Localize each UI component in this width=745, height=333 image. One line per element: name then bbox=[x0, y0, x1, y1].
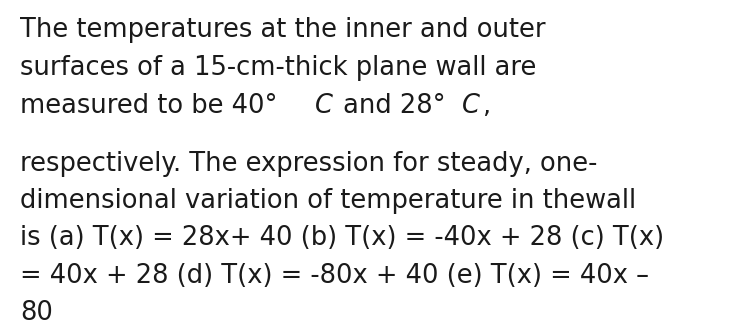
Text: ,: , bbox=[483, 93, 490, 119]
Text: respectively. The expression for steady, one-: respectively. The expression for steady,… bbox=[20, 151, 597, 176]
Text: C: C bbox=[314, 93, 332, 119]
Text: is (a) T(x) = 28x+ 40 (b) T(x) = -40x + 28 (c) T(x): is (a) T(x) = 28x+ 40 (b) T(x) = -40x + … bbox=[20, 225, 664, 251]
Text: The temperatures at the inner and outer: The temperatures at the inner and outer bbox=[20, 17, 545, 43]
Text: 80: 80 bbox=[20, 300, 53, 326]
Text: = 40x + 28 (d) T(x) = -80x + 40 (e) T(x) = 40x –: = 40x + 28 (d) T(x) = -80x + 40 (e) T(x)… bbox=[20, 263, 649, 289]
Text: dimensional variation of temperature in thewall: dimensional variation of temperature in … bbox=[20, 188, 636, 214]
Text: measured to be 40°: measured to be 40° bbox=[20, 93, 277, 119]
Text: C: C bbox=[462, 93, 480, 119]
Text: and 28°: and 28° bbox=[335, 93, 446, 119]
Text: surfaces of a 15-cm-thick plane wall are: surfaces of a 15-cm-thick plane wall are bbox=[20, 55, 536, 81]
